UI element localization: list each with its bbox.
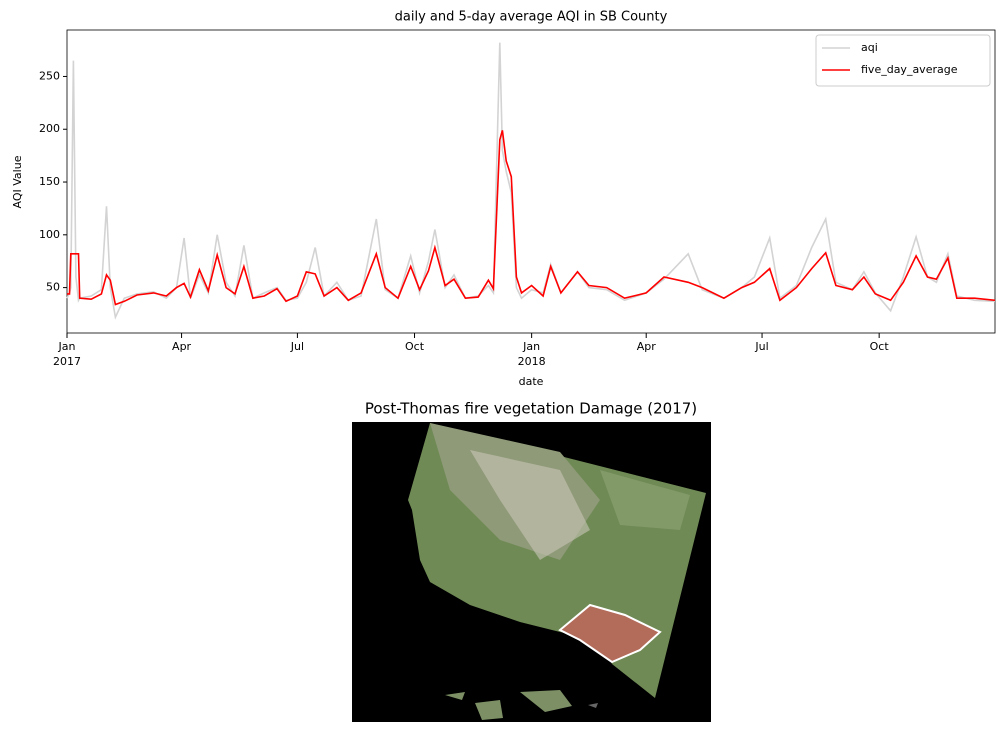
x-tick-label: Jan 2018 xyxy=(518,340,546,368)
x-tick-label: Oct xyxy=(405,340,425,353)
legend-label: aqi xyxy=(861,41,878,54)
y-tick-label: 100 xyxy=(39,228,60,241)
y-tick-label: 250 xyxy=(39,69,60,82)
series-line xyxy=(67,130,996,306)
axes-frame xyxy=(66,29,996,334)
satellite-image xyxy=(352,422,711,722)
x-tick-label: Jan 2017 xyxy=(53,340,81,368)
x-tick-label: Jul xyxy=(754,340,768,353)
x-axis-label: date xyxy=(519,375,544,388)
x-tick-label: Jul xyxy=(290,340,304,353)
legend: aqi five_day_average xyxy=(815,34,991,87)
x-tick-label: Oct xyxy=(870,340,890,353)
y-tick-label: 50 xyxy=(46,281,60,294)
y-tick-label: 200 xyxy=(39,122,60,135)
y-tick-label: 150 xyxy=(39,175,60,188)
x-tick-label: Apr xyxy=(637,340,657,353)
x-tick-label: Apr xyxy=(172,340,192,353)
image-title: Post-Thomas fire vegetation Damage (2017… xyxy=(365,400,697,418)
legend-label: five_day_average xyxy=(861,63,958,76)
y-axis-label: AQI Value xyxy=(11,155,24,208)
legend-box xyxy=(815,34,991,87)
chart-title: daily and 5-day average AQI in SB County xyxy=(395,10,668,25)
